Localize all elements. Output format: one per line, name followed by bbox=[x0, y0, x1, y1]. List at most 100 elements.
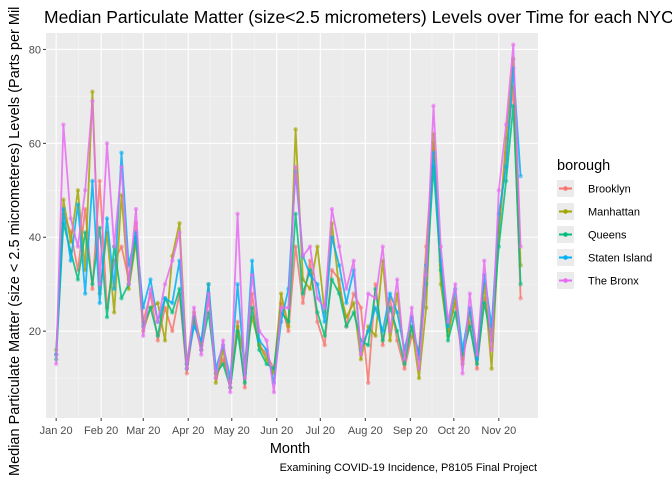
data-point bbox=[271, 390, 277, 395]
data-point bbox=[235, 319, 240, 324]
data-point bbox=[366, 328, 371, 334]
data-point bbox=[235, 211, 240, 216]
data-point bbox=[235, 328, 240, 334]
data-point bbox=[97, 225, 102, 230]
data-point bbox=[235, 324, 240, 329]
data-point bbox=[83, 291, 88, 296]
data-point bbox=[249, 305, 255, 310]
data-point bbox=[242, 375, 247, 381]
data-point bbox=[257, 338, 262, 343]
data-point bbox=[380, 343, 385, 348]
data-point bbox=[286, 319, 291, 324]
data-point bbox=[322, 305, 327, 310]
data-point bbox=[329, 267, 335, 273]
data-point bbox=[264, 338, 269, 343]
data-point bbox=[344, 300, 349, 306]
data-point bbox=[213, 375, 218, 381]
data-point bbox=[518, 244, 523, 249]
data-point bbox=[453, 282, 458, 287]
data-point bbox=[322, 343, 327, 348]
data-point bbox=[453, 310, 458, 315]
data-point bbox=[75, 202, 81, 207]
data-point bbox=[170, 310, 175, 315]
data-point bbox=[503, 164, 509, 169]
data-point bbox=[206, 291, 211, 296]
data-point bbox=[155, 300, 160, 306]
data-point bbox=[300, 300, 306, 306]
data-point bbox=[293, 164, 298, 169]
data-point bbox=[242, 380, 247, 385]
data-point bbox=[489, 366, 494, 371]
data-point bbox=[322, 333, 327, 338]
data-point bbox=[97, 282, 102, 287]
data-point bbox=[445, 338, 451, 343]
data-point bbox=[307, 286, 313, 292]
data-point bbox=[373, 333, 378, 338]
data-point bbox=[257, 328, 262, 334]
data-point bbox=[351, 310, 356, 315]
data-point bbox=[170, 258, 175, 263]
chart-title: Median Particulate Matter (size<2.5 micr… bbox=[44, 7, 672, 27]
data-point bbox=[177, 230, 182, 235]
x-tick-label: Feb 20 bbox=[84, 425, 118, 437]
legend-item: Manhattan bbox=[557, 203, 640, 220]
data-point bbox=[286, 328, 291, 334]
data-point bbox=[351, 258, 356, 263]
caption: Examining COVID-19 Incidence, P8105 Fina… bbox=[280, 462, 537, 474]
data-point bbox=[315, 244, 320, 249]
data-point bbox=[155, 319, 160, 324]
series-layer bbox=[54, 42, 523, 395]
data-point bbox=[503, 122, 509, 127]
data-point bbox=[293, 211, 298, 216]
data-point bbox=[438, 244, 443, 249]
x-tick-label: Aug 20 bbox=[348, 425, 383, 437]
axis-layer: 20 40 60 80 Jan 20 Feb 20 Mar 20 Apr 20 May 20 Ju… bbox=[29, 44, 516, 437]
data-point bbox=[300, 253, 306, 259]
legend-key-point bbox=[563, 232, 568, 237]
data-point bbox=[387, 338, 393, 343]
data-point bbox=[286, 305, 291, 310]
data-point bbox=[104, 314, 110, 320]
legend-items: Brooklyn Manhattan Queens Staten Island The … bbox=[557, 180, 652, 289]
data-point bbox=[126, 282, 131, 287]
data-point bbox=[409, 305, 414, 310]
data-point bbox=[162, 296, 168, 301]
data-point bbox=[402, 366, 407, 371]
data-point bbox=[170, 300, 175, 306]
data-point bbox=[119, 150, 124, 155]
data-point bbox=[373, 305, 378, 310]
data-point bbox=[162, 338, 168, 343]
data-point bbox=[380, 328, 385, 334]
data-point bbox=[235, 282, 240, 287]
data-point bbox=[68, 216, 73, 221]
series-the-bronx bbox=[54, 42, 523, 395]
data-point bbox=[293, 244, 298, 249]
data-point bbox=[90, 282, 95, 287]
legend-key-point bbox=[563, 209, 568, 214]
data-point bbox=[155, 338, 160, 343]
data-point bbox=[518, 282, 523, 287]
data-point bbox=[395, 310, 400, 315]
data-point bbox=[75, 244, 81, 249]
legend-key-point bbox=[563, 186, 568, 191]
x-tick-label: Mar 20 bbox=[126, 425, 160, 437]
data-point bbox=[387, 328, 393, 334]
data-point bbox=[518, 296, 523, 301]
data-point bbox=[402, 361, 407, 367]
data-point bbox=[170, 328, 175, 334]
data-point bbox=[119, 164, 124, 169]
legend: borough Brooklyn Manhattan Queens Staten Is… bbox=[557, 158, 652, 289]
data-point bbox=[119, 244, 124, 249]
data-point bbox=[264, 361, 269, 367]
data-point bbox=[249, 272, 255, 277]
data-point bbox=[191, 305, 197, 310]
data-point bbox=[337, 263, 342, 268]
data-point bbox=[337, 244, 342, 249]
data-point bbox=[358, 357, 364, 362]
data-point bbox=[213, 380, 218, 385]
data-point bbox=[460, 371, 465, 376]
data-point bbox=[155, 333, 160, 338]
data-point bbox=[489, 347, 494, 353]
data-point bbox=[511, 42, 516, 47]
